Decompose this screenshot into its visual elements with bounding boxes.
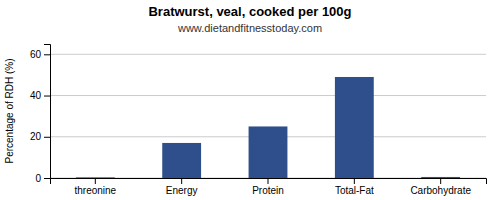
x-tick-mark xyxy=(268,178,269,184)
bar xyxy=(421,177,460,178)
bar xyxy=(249,126,288,178)
y-tick: 20 xyxy=(30,131,50,142)
y-axis: 0 20 40 60 xyxy=(30,45,51,184)
x-axis-line xyxy=(51,179,487,185)
y-tick-label: 60 xyxy=(30,49,42,60)
y-tick-mark xyxy=(44,54,50,55)
x-tick-label: Energy xyxy=(166,185,198,196)
x-tick: Energy xyxy=(166,178,198,196)
y-tick: 40 xyxy=(30,90,50,101)
x-tick-mark xyxy=(354,178,355,184)
bar xyxy=(162,143,201,178)
x-tick: Carbohydrate xyxy=(410,178,471,196)
x-tick: Total-Fat xyxy=(335,178,374,196)
grid-line xyxy=(50,95,486,96)
grid xyxy=(50,54,486,178)
y-tick-mark xyxy=(44,137,50,138)
y-tick-mark xyxy=(44,178,50,179)
y-tick: 0 xyxy=(35,173,50,184)
y-tick-label: 20 xyxy=(30,131,42,142)
title: Bratwurst, veal, cooked per 100g xyxy=(148,4,351,19)
x-tick-mark xyxy=(95,178,96,184)
y-axis-title: Percentage of RDH (%) xyxy=(4,58,15,163)
grid-line xyxy=(50,54,486,55)
subtitle: www.dietandfitnesstoday.com xyxy=(177,22,322,34)
y-tick-label: 40 xyxy=(30,90,42,101)
x-axis: threonine Energy Protein Total-Fat Carbohydr… xyxy=(51,178,487,196)
chart-container: Bratwurst, veal, cooked per 100g www.diet… xyxy=(0,0,500,200)
x-tick: Protein xyxy=(252,178,284,196)
x-tick-label: Total-Fat xyxy=(335,185,374,196)
bar xyxy=(76,177,115,178)
y-tick: 60 xyxy=(30,49,50,60)
x-tick-mark xyxy=(440,178,441,184)
x-tick-mark xyxy=(181,178,182,184)
x-tick-label: threonine xyxy=(74,185,116,196)
plot-area: 0 20 40 60 threonine Energy Protein Total-Fat Ca… xyxy=(30,45,487,197)
chart-svg: Bratwurst, veal, cooked per 100g www.diet… xyxy=(0,0,500,200)
y-axis-line xyxy=(44,45,51,179)
x-tick-label: Protein xyxy=(252,185,284,196)
bars xyxy=(76,77,460,178)
y-tick-mark xyxy=(44,96,50,97)
y-tick-label: 0 xyxy=(35,173,41,184)
bar xyxy=(335,77,374,178)
x-tick: threonine xyxy=(74,178,116,196)
x-tick-label: Carbohydrate xyxy=(410,185,471,196)
